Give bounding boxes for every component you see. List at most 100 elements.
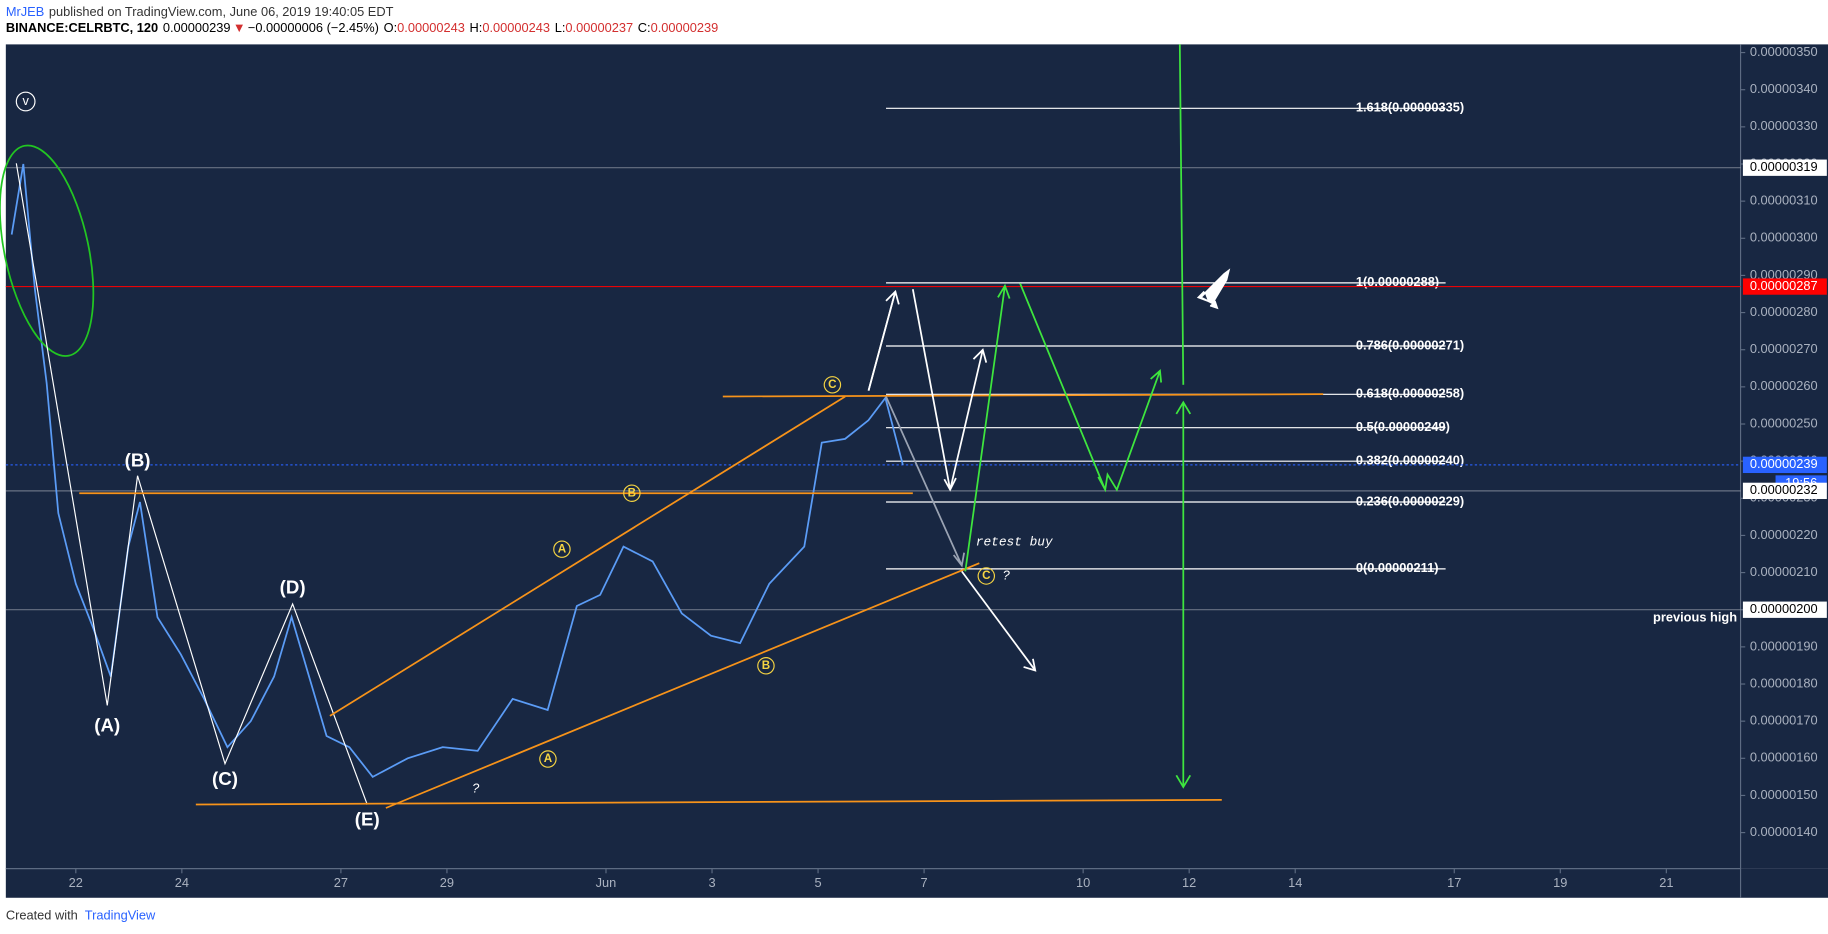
x-tick-label: 21 — [1659, 875, 1673, 890]
c: C: — [638, 21, 651, 36]
marker — [977, 567, 996, 585]
price-badge-label: 0.00000239 — [1750, 456, 1818, 471]
x-tick-label: 27 — [334, 875, 348, 890]
y-tick-label: 0.00000150 — [1750, 787, 1818, 802]
price-badge — [1742, 159, 1827, 176]
label: ? — [1003, 567, 1011, 582]
fib-label: 0.618(0.00000258) — [1356, 386, 1464, 401]
arrow — [961, 570, 1037, 672]
brand[interactable]: TradingView — [85, 908, 156, 923]
price-badge — [1742, 278, 1827, 295]
wave-label: (D) — [280, 577, 306, 598]
drawings — [0, 44, 1324, 809]
x-tick-label: 22 — [69, 875, 83, 890]
marker — [553, 540, 571, 558]
fib-label: 1(0.00000288) — [1356, 274, 1439, 289]
label: retest buy — [976, 535, 1053, 550]
close: 0.00000239 — [651, 21, 719, 36]
arrow — [885, 396, 965, 568]
fib-label: 0(0.00000211) — [1356, 560, 1439, 575]
l: L: — [555, 21, 566, 36]
trendline — [722, 393, 1324, 398]
axis-bg — [1740, 44, 1828, 869]
header-line: MrJEB published on TradingView.com, June … — [6, 4, 394, 19]
fib-label: 1.618(0.00000335) — [1356, 100, 1464, 115]
open: 0.00000243 — [397, 21, 465, 36]
y-tick-label: 0.00000160 — [1750, 750, 1818, 765]
fib-label: 0.382(0.00000240) — [1356, 453, 1464, 468]
price-badge-label: 0.00000232 — [1750, 482, 1818, 497]
y-tick-label: 0.00000180 — [1750, 675, 1818, 690]
published: published on TradingView.com, June 06, 2… — [49, 4, 394, 19]
y-tick-label: 0.00000220 — [1750, 527, 1818, 542]
price-badge — [1742, 456, 1827, 474]
wave-label: (B) — [125, 450, 151, 471]
plot-bg — [5, 44, 1741, 869]
arrow — [867, 289, 988, 492]
h: H: — [470, 21, 483, 36]
x-tick-label: 3 — [708, 875, 715, 890]
price-line-series — [10, 163, 904, 778]
fib-label: 0.236(0.00000229) — [1356, 493, 1464, 508]
o: O: — [384, 21, 398, 36]
x-tick-label: 14 — [1288, 875, 1302, 890]
y-tick-label: 0.00000330 — [1750, 118, 1818, 133]
x-tick-label: 5 — [814, 875, 821, 890]
fib-label: 0.5(0.00000249) — [1356, 419, 1450, 434]
trendline — [385, 562, 980, 809]
change: −0.00000006 (−2.45%) — [248, 21, 379, 36]
marker — [823, 376, 842, 394]
price-badge — [1742, 601, 1827, 618]
rocket — [1196, 268, 1231, 310]
wave-label: (A) — [94, 714, 120, 735]
label: ? — [472, 781, 480, 796]
y-tick-label: 0.00000300 — [1750, 230, 1818, 245]
wave-label: B — [762, 659, 770, 672]
marker — [15, 91, 36, 112]
arrow — [964, 44, 1192, 789]
y-tick-label: 0.00000260 — [1750, 378, 1818, 393]
y-tick-label: 0.00000340 — [1750, 81, 1818, 96]
x-tick-label: 10 — [1076, 875, 1090, 890]
marker — [757, 657, 775, 675]
label: v — [22, 93, 29, 108]
x-axis-bg — [5, 868, 1828, 898]
x-tick-label: 12 — [1182, 875, 1196, 890]
x-tick-label: 17 — [1447, 875, 1461, 890]
created: Created with — [6, 908, 78, 923]
y-tick-label: 0.00000190 — [1750, 638, 1818, 653]
y-tick-label: 0.00000310 — [1750, 193, 1818, 208]
footer: Created with TradingView — [6, 908, 156, 923]
wave-label: C — [828, 378, 837, 391]
y-tick-label: 0.00000210 — [1750, 564, 1818, 579]
symbol: BINANCE:CELRBTC, 120 — [6, 21, 158, 36]
wave-label: A — [544, 752, 553, 765]
price-badge-label: 0.00000200 — [1750, 601, 1818, 616]
y-tick-label: 0.00000270 — [1750, 341, 1818, 356]
y-tick-label: 0.00000250 — [1750, 415, 1818, 430]
high: 0.00000243 — [482, 21, 550, 36]
x-tick-label: Jun — [596, 875, 617, 890]
y-tick-label: 0.00000350 — [1750, 44, 1818, 59]
label: previous high — [1653, 609, 1737, 624]
trendline — [195, 798, 1222, 806]
wave-label: (C) — [212, 768, 238, 789]
x-tick-label: 29 — [440, 875, 454, 890]
arrow: ▼ — [233, 21, 246, 36]
x-tick-label: 19 — [1553, 875, 1567, 890]
ellipse — [0, 144, 95, 357]
marker — [539, 750, 557, 768]
y-tick-label: 0.00000280 — [1750, 304, 1818, 319]
trendline — [329, 395, 846, 717]
marker — [623, 484, 641, 502]
wave-label: (E) — [355, 809, 380, 830]
y-tick-label: 0.00000140 — [1750, 824, 1818, 839]
wave-path — [15, 163, 368, 805]
fib-label: 0.786(0.00000271) — [1356, 337, 1464, 352]
last: 0.00000239 — [163, 21, 231, 36]
ohlc-line: BINANCE:CELRBTC, 120 0.00000239 ▼ −0.000000… — [6, 21, 718, 36]
wave-label: C — [982, 569, 991, 582]
low: 0.00000237 — [565, 21, 633, 36]
